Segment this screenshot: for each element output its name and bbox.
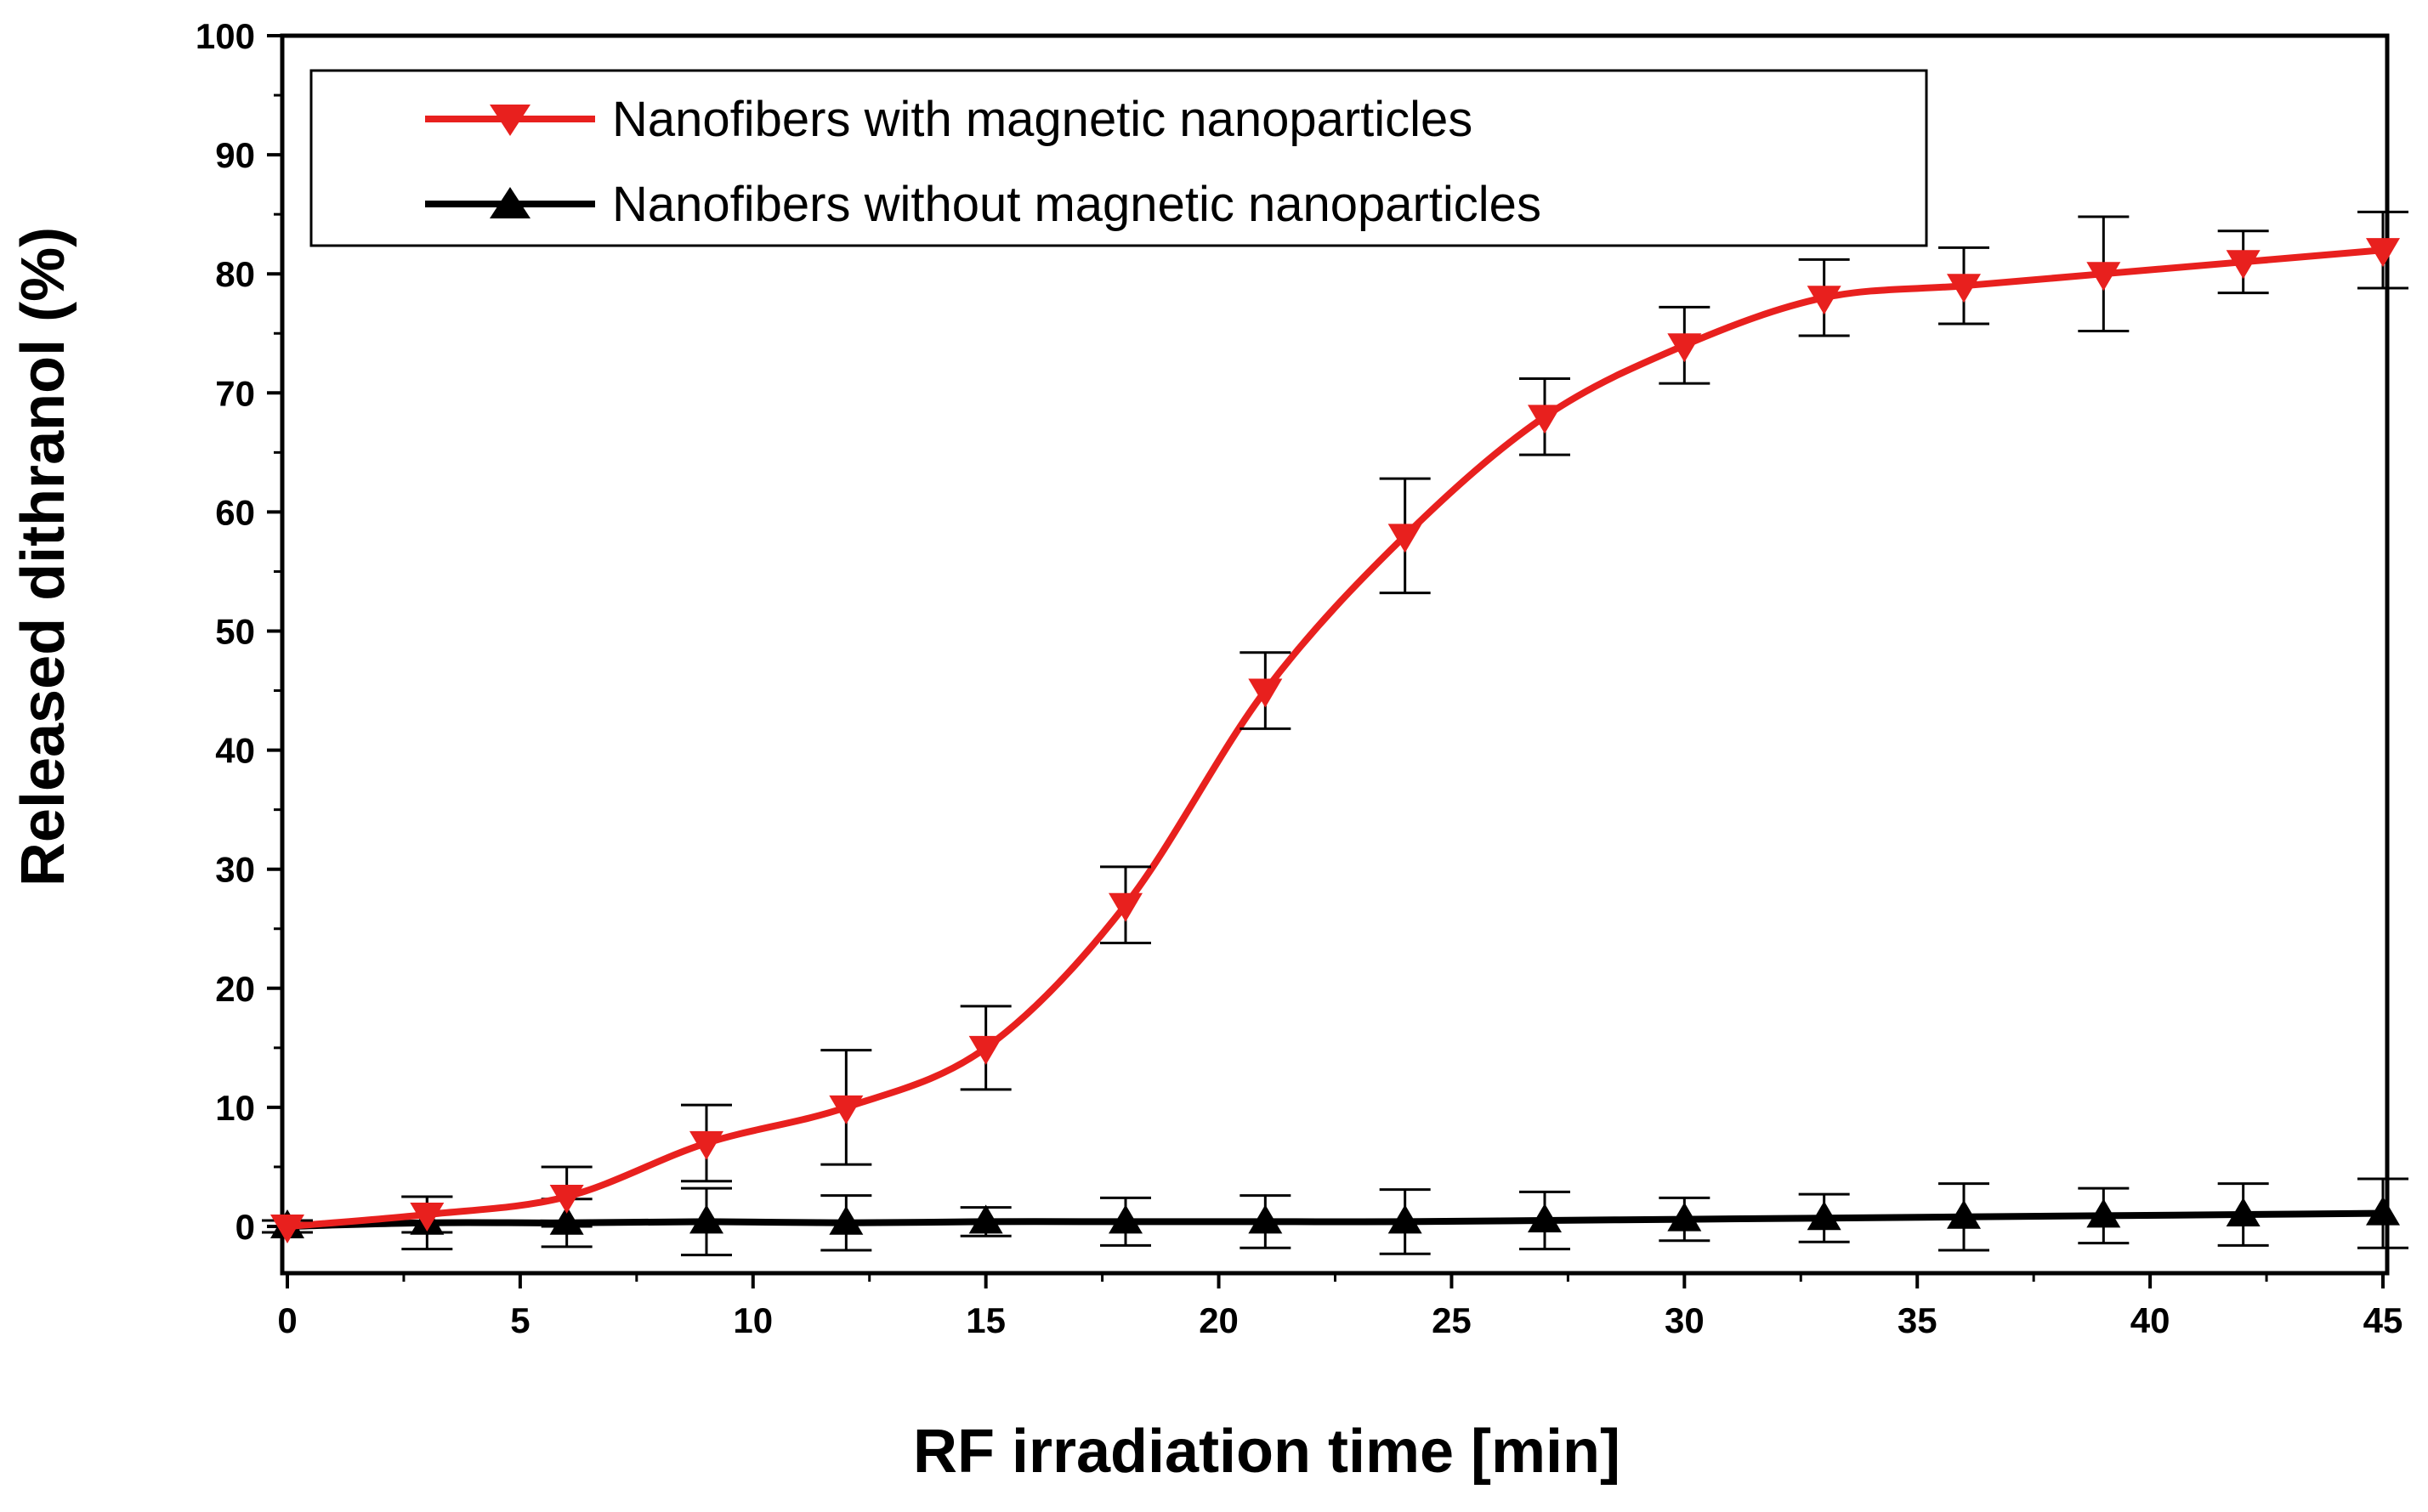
- y-tick-label: 20: [215, 969, 255, 1009]
- data-point: [1667, 1202, 1702, 1232]
- data-point: [1387, 524, 1422, 553]
- series-line: [286, 246, 2384, 1230]
- y-tick-label: 0: [235, 1207, 255, 1247]
- data-point: [2086, 262, 2121, 292]
- data-point: [1528, 1203, 1562, 1232]
- legend-marker-series-1: [490, 105, 530, 136]
- data-point: [270, 1215, 304, 1243]
- legend: Nanofibers with magnetic nanoparticles N…: [309, 69, 1928, 247]
- x-tick-label: 0: [277, 1300, 297, 1340]
- data-point: [968, 1204, 1003, 1234]
- y-tick-label: 80: [215, 254, 255, 294]
- y-tick-label: 40: [215, 731, 255, 771]
- data-point: [1947, 1199, 1981, 1229]
- data-point: [689, 1130, 723, 1160]
- x-tick-label: 25: [1432, 1300, 1472, 1340]
- series-2: [262, 1177, 2408, 1257]
- y-tick-label: 70: [215, 373, 255, 413]
- data-point: [2226, 250, 2261, 280]
- data-point: [410, 1202, 445, 1232]
- x-tick-label: 20: [1199, 1300, 1239, 1340]
- y-tick-label: 50: [215, 612, 255, 652]
- series-layer: [262, 210, 2408, 1257]
- data-point: [1109, 1204, 1143, 1234]
- y-tick-label: 100: [196, 16, 255, 56]
- y-axis-title: Released dithranol (%): [9, 227, 77, 886]
- x-tick-label: 5: [510, 1300, 530, 1340]
- data-point: [829, 1095, 864, 1124]
- data-point: [1947, 274, 1981, 303]
- y-axis: 0 10 20 30 40 50 60 70 80 90 100: [196, 16, 282, 1247]
- x-tick-label: 45: [2363, 1300, 2403, 1340]
- series-line: [286, 1209, 2384, 1230]
- data-point: [2086, 1198, 2121, 1228]
- x-axis-title: RF irradiation time [min]: [913, 1418, 1620, 1486]
- data-point: [1667, 333, 1702, 363]
- x-tick-label: 40: [2130, 1300, 2170, 1340]
- x-tick-label: 10: [733, 1300, 773, 1340]
- y-tick-label: 90: [215, 135, 255, 175]
- data-point: [2366, 238, 2400, 268]
- data-point: [1528, 405, 1562, 434]
- data-point: [689, 1204, 723, 1234]
- data-point: [2366, 1196, 2400, 1226]
- data-point: [1109, 892, 1143, 922]
- data-point: [549, 1184, 584, 1214]
- series-1: [262, 210, 2408, 1243]
- x-tick-label: 35: [1898, 1300, 1937, 1340]
- data-point: [1387, 1204, 1422, 1234]
- y-tick-label: 60: [215, 492, 255, 532]
- legend-box: [309, 69, 1928, 247]
- legend-marker-series-2: [490, 187, 530, 218]
- data-point: [2226, 1197, 2261, 1226]
- data-point: [968, 1035, 1003, 1065]
- data-point: [829, 1205, 864, 1235]
- data-point: [1807, 286, 1841, 315]
- y-tick-label: 30: [215, 850, 255, 890]
- data-point: [1807, 1201, 1841, 1231]
- y-tick-label: 10: [215, 1088, 255, 1128]
- data-point: [1248, 678, 1283, 708]
- x-tick-label: 30: [1665, 1300, 1705, 1340]
- legend-label-series-1: Nanofibers with magnetic nanoparticles: [612, 92, 1472, 147]
- x-tick-label: 15: [966, 1300, 1006, 1340]
- data-point: [1248, 1204, 1283, 1234]
- legend-label-series-2: Nanofibers without magnetic nanoparticle…: [612, 177, 1541, 232]
- x-axis: 0 5 10 15 20 25 30 35 40 45: [277, 1273, 2402, 1340]
